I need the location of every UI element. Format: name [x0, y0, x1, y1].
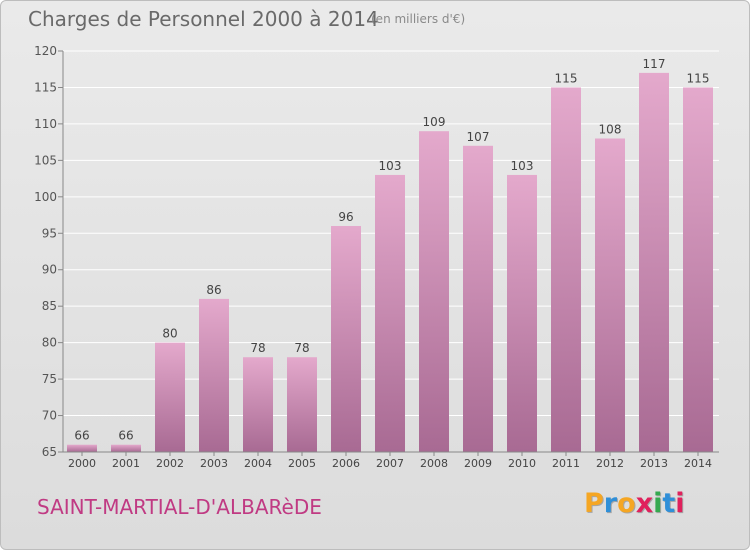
bar	[111, 444, 141, 452]
bar	[243, 357, 273, 452]
bar	[199, 298, 229, 452]
data-label: 107	[467, 130, 490, 144]
x-tick-label: 2014	[684, 457, 712, 470]
chart-title: Charges de Personnel 2000 à 2014	[28, 7, 379, 31]
y-tick-label: 95	[42, 226, 57, 240]
bar	[287, 357, 317, 452]
y-tick-label: 65	[42, 445, 57, 459]
y-tick-label: 75	[42, 372, 57, 386]
x-tick-label: 2001	[112, 457, 140, 470]
data-label: 103	[379, 159, 402, 173]
data-label: 115	[555, 71, 578, 85]
logo-letter: t	[662, 488, 676, 519]
data-label: 103	[511, 159, 534, 173]
x-tick-label: 2004	[244, 457, 272, 470]
y-tick-label: 80	[42, 336, 57, 350]
bar	[155, 342, 185, 452]
bar	[683, 87, 713, 453]
bar	[419, 131, 449, 452]
data-label: 66	[118, 429, 133, 443]
data-label: 66	[74, 429, 89, 443]
data-labels: 66 66 80 86 78 78 96 103 109 107 103 115 108 117 115	[74, 57, 709, 443]
data-label: 78	[294, 341, 309, 355]
bar	[67, 444, 97, 452]
bar	[639, 72, 669, 452]
bar	[331, 225, 361, 452]
y-tick-label: 90	[42, 263, 57, 277]
x-tick-label: 2003	[200, 457, 228, 470]
y-tick-label: 120	[34, 44, 57, 58]
logo-letter: P	[584, 488, 604, 519]
x-tick-label: 2008	[420, 457, 448, 470]
bar	[375, 174, 405, 453]
commune-name: SAINT-MARTIAL-D'ALBARèDE	[37, 495, 322, 519]
data-label: 80	[162, 327, 177, 341]
x-tick-label: 2011	[552, 457, 580, 470]
logo-letter: r	[603, 488, 618, 519]
data-label: 117	[643, 57, 666, 71]
x-tick-label: 2006	[332, 457, 360, 470]
data-label: 78	[250, 341, 265, 355]
x-tick-label: 2012	[596, 457, 624, 470]
logo-letter: o	[617, 488, 636, 519]
chart-subtitle: (en milliers d'€)	[371, 12, 466, 26]
data-label: 96	[338, 210, 353, 224]
x-tick-label: 2000	[68, 457, 96, 470]
y-tick-label: 105	[34, 153, 57, 167]
logo-letter: i	[653, 488, 663, 519]
bar	[595, 138, 625, 452]
y-tick-label: 100	[34, 190, 57, 204]
proxiti-logo: Proxiti	[584, 488, 685, 519]
bars	[67, 72, 713, 453]
y-tick-label: 70	[42, 409, 57, 423]
bar	[463, 145, 493, 453]
y-tick-label: 115	[34, 80, 57, 94]
bar	[551, 87, 581, 453]
data-label: 109	[423, 115, 446, 129]
x-tick-label: 2007	[376, 457, 404, 470]
y-tick-label: 85	[42, 299, 57, 313]
axes: 65 70 75 80 85 90 95 100 105 110 115 120 2000 2001 200…	[34, 44, 719, 470]
logo-letter: x	[635, 488, 654, 519]
data-label: 115	[687, 71, 710, 85]
y-tick-label: 110	[34, 117, 57, 131]
bar	[507, 174, 537, 453]
data-label: 108	[599, 122, 622, 136]
x-tick-label: 2009	[464, 457, 492, 470]
x-tick-label: 2005	[288, 457, 316, 470]
data-label: 86	[206, 283, 221, 297]
logo-letter: i	[675, 488, 685, 519]
x-tick-label: 2010	[508, 457, 536, 470]
x-tick-label: 2002	[156, 457, 184, 470]
x-tick-label: 2013	[640, 457, 668, 470]
